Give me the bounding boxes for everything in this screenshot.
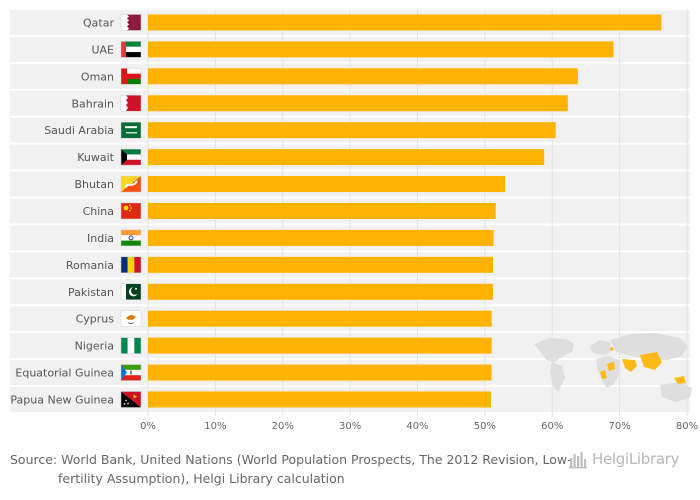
source-note: Source: World Bank, United Nations (Worl… (10, 452, 572, 486)
uae-flag-icon (120, 41, 142, 58)
bar (148, 95, 568, 112)
logo-text: HelgiLibrary (592, 450, 680, 468)
china-flag-icon (120, 202, 142, 220)
bar (148, 256, 493, 273)
x-tick-label: 0% (140, 421, 156, 432)
category-label: UAE (91, 43, 114, 56)
kuwait-flag-icon (120, 148, 142, 166)
world-map-icon (534, 333, 692, 402)
x-tick-label: 50% (474, 421, 496, 432)
pakistan-flag-icon (120, 283, 142, 301)
bar (148, 337, 492, 354)
equatorial-guinea-flag-icon (120, 364, 142, 381)
category-label: Cyprus (76, 313, 115, 326)
category-labels: Qatar UAE Oman Bahrain Saudi Arabia Kuwait Bhu… (10, 16, 114, 406)
category-label: Romania (66, 259, 114, 272)
category-label: Nigeria (75, 340, 114, 353)
category-label: Oman (81, 70, 114, 83)
category-label: Saudi Arabia (44, 124, 114, 137)
cyprus-flag-icon (120, 310, 142, 327)
bhutan-flag-icon (120, 175, 142, 193)
saudi-arabia-flag-icon (120, 121, 142, 139)
bar (148, 364, 492, 381)
category-label: Qatar (83, 16, 114, 29)
bars (148, 14, 662, 408)
category-label: India (87, 232, 114, 245)
x-tick-label: 10% (204, 421, 226, 432)
flag-icons (120, 14, 142, 408)
category-label: Pakistan (68, 286, 114, 299)
category-label: Bhutan (74, 178, 114, 191)
qatar-flag-icon (120, 14, 142, 31)
romania-flag-icon (120, 256, 142, 274)
bar (148, 41, 614, 58)
category-label: Bahrain (71, 97, 114, 110)
category-label: China (83, 205, 114, 218)
category-label: Equatorial Guinea (15, 367, 114, 380)
bar (148, 229, 494, 246)
helgi-library-logo: HelgiLibrary (568, 447, 680, 471)
x-tick-label: 30% (339, 421, 361, 432)
bar (148, 391, 491, 408)
library-logo-icon (569, 452, 587, 469)
bahrain-flag-icon (120, 95, 142, 112)
bar (148, 122, 556, 139)
oman-flag-icon (120, 68, 142, 85)
bar (148, 14, 662, 31)
category-label: Kuwait (77, 151, 114, 164)
papua-new-guinea-flag-icon (120, 391, 142, 408)
bar (148, 176, 506, 193)
category-label: Papua New Guinea (10, 393, 114, 406)
bar (148, 68, 578, 85)
bar (148, 202, 496, 219)
x-tick-label: 80% (676, 421, 698, 432)
bar (148, 283, 493, 300)
bar-chart: Qatar UAE Oman Bahrain Saudi Arabia Kuwait Bhu… (10, 9, 698, 432)
nigeria-flag-icon (120, 337, 142, 354)
x-tick-label: 60% (541, 421, 563, 432)
x-tick-label: 70% (609, 421, 631, 432)
bar (148, 149, 545, 166)
x-tick-label: 40% (406, 421, 428, 432)
x-tick-label: 20% (272, 421, 294, 432)
bar (148, 310, 492, 327)
x-axis-tick-labels: 0% 10% 20% 30% 40% 50% 60% 70% 80% (140, 421, 698, 432)
india-flag-icon (120, 229, 142, 247)
